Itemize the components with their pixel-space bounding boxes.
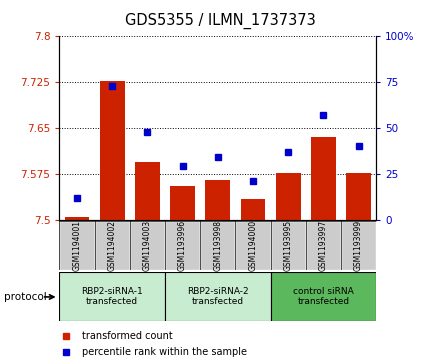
Bar <box>311 137 336 220</box>
Text: RBP2-siRNA-1
transfected: RBP2-siRNA-1 transfected <box>81 287 143 306</box>
Bar <box>59 272 165 321</box>
Bar <box>341 221 376 270</box>
Text: GSM1193998: GSM1193998 <box>213 220 222 272</box>
Bar <box>241 199 265 220</box>
Bar <box>100 81 125 220</box>
Text: GSM1194002: GSM1194002 <box>108 220 117 272</box>
Bar <box>59 221 95 270</box>
Bar <box>306 221 341 270</box>
Bar <box>235 221 271 270</box>
Bar <box>271 272 376 321</box>
Bar <box>170 186 195 220</box>
Bar <box>135 162 160 220</box>
Bar <box>200 221 235 270</box>
Text: transformed count: transformed count <box>81 331 172 341</box>
Bar <box>205 180 230 220</box>
Text: GSM1193995: GSM1193995 <box>284 220 293 272</box>
Text: RBP2-siRNA-2
transfected: RBP2-siRNA-2 transfected <box>187 287 249 306</box>
Bar <box>271 221 306 270</box>
Bar <box>65 217 89 220</box>
Text: GSM1194001: GSM1194001 <box>73 220 81 272</box>
Bar <box>165 272 271 321</box>
Text: protocol: protocol <box>4 292 47 302</box>
Text: GDS5355 / ILMN_1737373: GDS5355 / ILMN_1737373 <box>125 13 315 29</box>
Text: GSM1193997: GSM1193997 <box>319 220 328 272</box>
Text: GSM1194000: GSM1194000 <box>249 220 257 272</box>
Bar <box>165 221 200 270</box>
Text: GSM1193999: GSM1193999 <box>354 220 363 272</box>
Text: percentile rank within the sample: percentile rank within the sample <box>81 347 246 356</box>
Text: GSM1193996: GSM1193996 <box>178 220 187 272</box>
Text: control siRNA
transfected: control siRNA transfected <box>293 287 354 306</box>
Bar <box>276 173 301 220</box>
Text: GSM1194003: GSM1194003 <box>143 220 152 272</box>
Bar <box>346 173 371 220</box>
Bar <box>95 221 130 270</box>
Bar <box>130 221 165 270</box>
